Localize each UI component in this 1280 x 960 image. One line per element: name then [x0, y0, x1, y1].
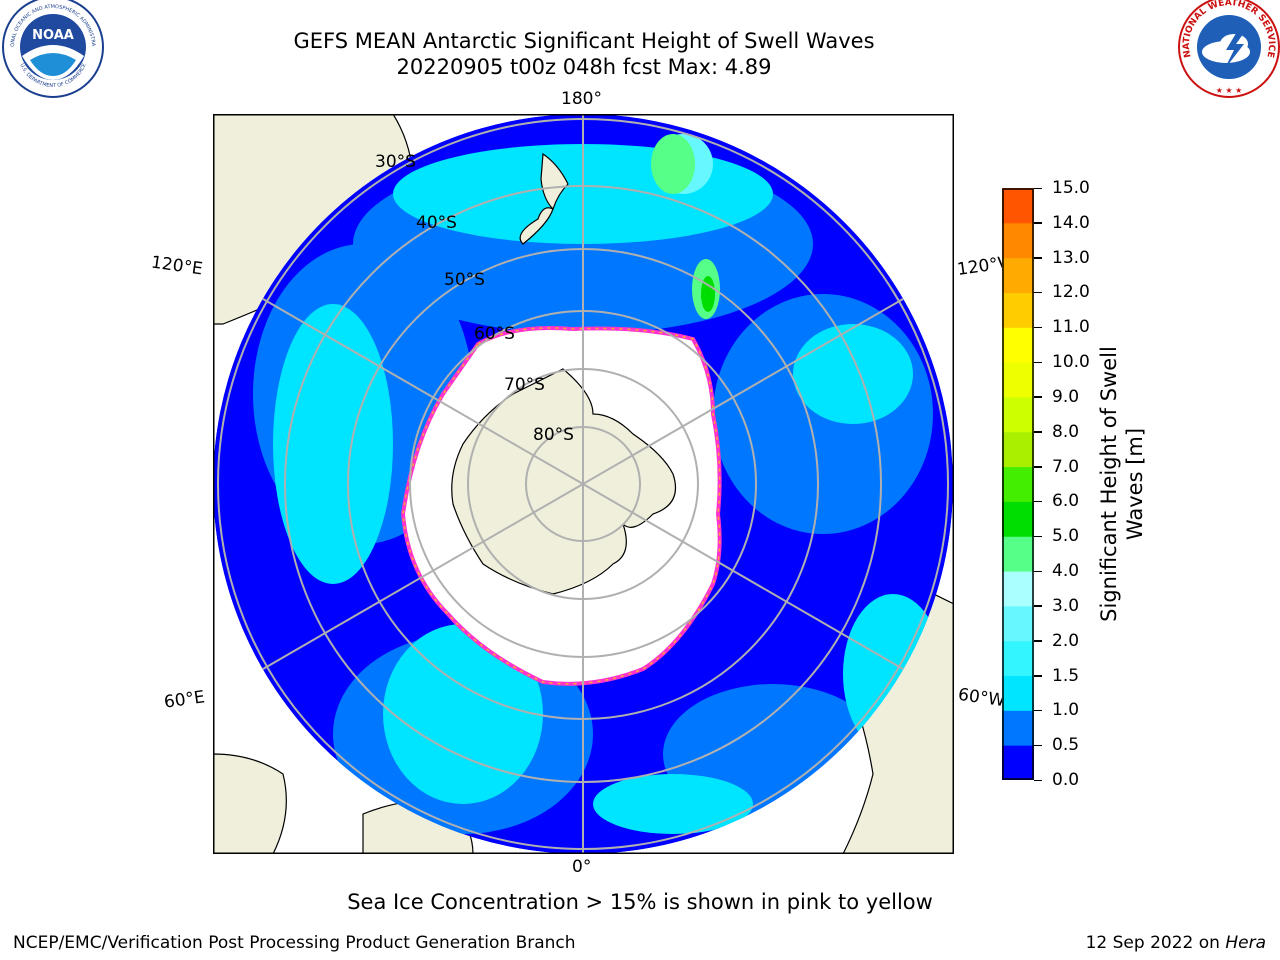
- chart-subtitle: 20220905 t00z 048h fcst Max: 4.89: [396, 55, 772, 79]
- colorbar-swatch: [1002, 396, 1034, 433]
- colorbar-tick-label: 10.0: [1052, 352, 1090, 373]
- colorbar-tick-mark: [1034, 291, 1042, 294]
- colorbar-swatch: [1002, 745, 1034, 780]
- colorbar-tick-mark: [1034, 675, 1042, 677]
- colorbar-tick-mark: [1034, 570, 1042, 573]
- colorbar-tick-label: 15.0: [1052, 178, 1090, 198]
- noaa-logo: NOAA NATIONAL OCEANIC AND ATMOSPHERIC AD…: [0, 0, 104, 98]
- colorbar-swatch: [1002, 466, 1034, 502]
- colorbar-tick-mark: [1034, 222, 1042, 224]
- lon-label-0: 0°: [572, 857, 592, 877]
- colorbar-swatch: [1002, 257, 1034, 293]
- colorbar-tick-label: 6.0: [1052, 491, 1080, 512]
- colorbar-tick-mark: [1034, 396, 1042, 398]
- svg-text:★ ★ ★: ★ ★ ★: [1216, 86, 1243, 95]
- colorbar-swatch: [1002, 431, 1034, 468]
- colorbar-tick-label: 1.0: [1052, 700, 1080, 721]
- colorbar-tick-label: 0.5: [1052, 735, 1080, 756]
- colorbar-tick-label: 1.5: [1052, 665, 1080, 686]
- colorbar-tick-label: 11.0: [1052, 317, 1090, 338]
- lat-label-30s: 30°S: [375, 152, 416, 172]
- noaa-logo-text: NOAA: [32, 28, 74, 43]
- colorbar-tick-mark: [1034, 257, 1042, 259]
- colorbar-tick-label: 9.0: [1052, 386, 1080, 407]
- colorbar-tick-label: 5.0: [1052, 526, 1080, 547]
- colorbar-tick-mark: [1034, 709, 1042, 712]
- lat-label-60s: 60°S: [474, 324, 515, 344]
- colorbar: [1002, 188, 1034, 780]
- colorbar-tick-mark: [1034, 466, 1042, 468]
- colorbar-tick-mark: [1034, 187, 1042, 189]
- colorbar-tick-mark: [1034, 361, 1042, 364]
- lon-label-120e: 120°E: [149, 252, 204, 280]
- polar-map: [213, 114, 954, 854]
- colorbar-tick-label: 2.0: [1052, 630, 1080, 651]
- land-new-zealand-south: [519, 207, 554, 245]
- colorbar-swatch: [1002, 640, 1034, 677]
- colorbar-swatch: [1002, 222, 1034, 259]
- credit-text: NCEP/EMC/Verification Post Processing Pr…: [13, 933, 576, 953]
- land-antarctica: [451, 368, 677, 595]
- date-value: 12 Sep 2022 on: [1085, 933, 1220, 953]
- colorbar-tick-mark: [1034, 744, 1042, 747]
- colorbar-swatch: [1002, 362, 1034, 398]
- colorbar-tick-mark: [1034, 500, 1042, 503]
- colorbar-tick-label: 8.0: [1052, 421, 1080, 442]
- colorbar-tick-label: 4.0: [1052, 561, 1080, 582]
- colorbar-tick-label: 12.0: [1052, 282, 1090, 303]
- colorbar-tick-mark: [1034, 535, 1042, 538]
- colorbar-swatch: [1002, 536, 1034, 572]
- colorbar-swatch: [1002, 571, 1034, 607]
- nws-logo: NATIONAL WEATHER SERVICE ★ ★ ★: [1178, 0, 1280, 98]
- colorbar-label: Significant Height of Swell Waves [m]: [1097, 346, 1147, 622]
- colorbar-tick-label: 3.0: [1052, 595, 1080, 616]
- lat-label-50s: 50°S: [444, 270, 485, 290]
- colorbar-tick-mark: [1034, 640, 1042, 642]
- colorbar-swatch: [1002, 710, 1034, 746]
- lon-label-60w: 60°W: [956, 684, 1007, 712]
- colorbar-swatch: [1002, 605, 1034, 642]
- colorbar-tick-label: 7.0: [1052, 456, 1080, 477]
- colorbar-tick-label: 0.0: [1052, 770, 1080, 790]
- lat-label-70s: 70°S: [504, 375, 545, 395]
- chart-title: GEFS MEAN Antarctic Significant Height o…: [293, 29, 875, 53]
- colorbar-swatch: [1002, 292, 1034, 328]
- ice-note: Sea Ice Concentration > 15% is shown in …: [347, 890, 933, 914]
- colorbar-swatch: [1002, 675, 1034, 711]
- colorbar-tick-mark: [1034, 326, 1042, 329]
- colorbar-tick-label: 14.0: [1052, 212, 1090, 233]
- colorbar-swatch: [1002, 188, 1034, 224]
- lat-label-40s: 40°S: [416, 213, 457, 233]
- land-new-zealand-north: [540, 152, 569, 211]
- colorbar-tick-mark: [1034, 605, 1042, 607]
- colorbar-swatch: [1002, 501, 1034, 537]
- colorbar-tick-mark: [1034, 779, 1042, 781]
- colorbar-tick-label: 13.0: [1052, 247, 1090, 268]
- lon-label-180: 180°: [561, 89, 602, 109]
- land-madagascar: [213, 753, 287, 854]
- lat-label-80s: 80°S: [533, 425, 574, 445]
- lon-label-60e: 60°E: [162, 687, 207, 713]
- colorbar-swatch: [1002, 327, 1034, 363]
- host-name: Hera: [1225, 933, 1266, 953]
- date-text: 12 Sep 2022 on Hera: [1086, 933, 1266, 953]
- colorbar-tick-mark: [1034, 431, 1042, 433]
